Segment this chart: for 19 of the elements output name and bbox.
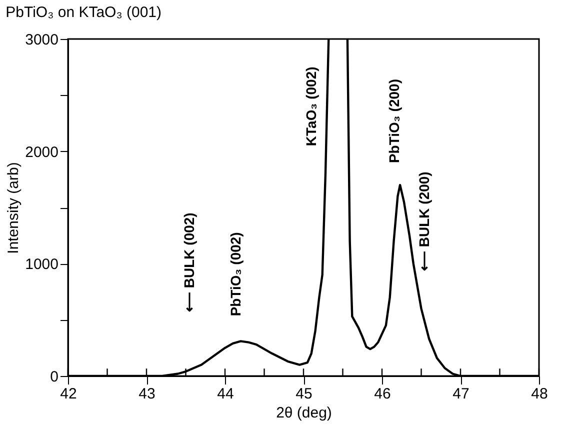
x-tick-label: 42: [60, 386, 77, 402]
x-tick-label: 43: [138, 386, 156, 402]
chart-title: PbTiO₃ on KTaO₃ (001): [6, 4, 162, 21]
y-tick-label: 1000: [25, 256, 58, 274]
annotation: ⟵ BULK (002): [181, 212, 197, 312]
y-axis-title: Intensity (arb): [5, 162, 22, 254]
y-tick-label: 0: [50, 368, 58, 386]
x-tick-label: 47: [452, 386, 470, 402]
x-axis-title: 2θ (deg): [276, 404, 332, 422]
x-tick-label: 45: [296, 386, 312, 402]
annotation: ⟵ BULK (200): [416, 172, 432, 271]
x-tick-label: 48: [531, 386, 548, 402]
y-tick-label: 3000: [25, 32, 58, 48]
y-tick-label: 2000: [25, 144, 58, 161]
x-tick-label: 44: [217, 386, 234, 402]
annotation: KTaO₃ (002): [302, 66, 319, 146]
annotation: PbTiO₃ (200): [386, 79, 402, 164]
annotation: PbTiO₃ (002): [228, 232, 244, 316]
x-tick-label: 46: [374, 386, 391, 402]
